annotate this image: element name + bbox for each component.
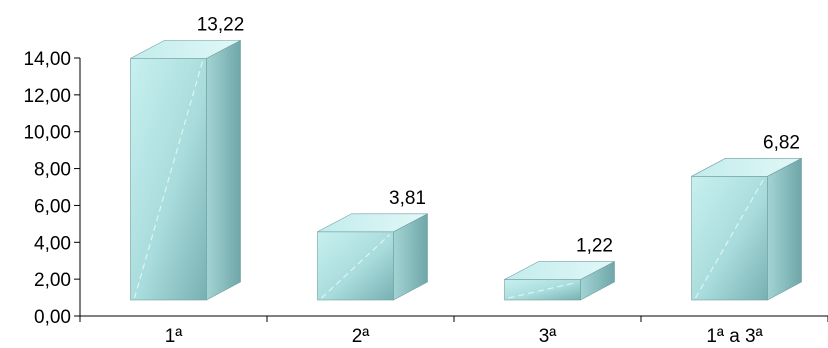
category-label-group: 1ª 2ª 3ª 1ª a 3ª <box>165 326 764 347</box>
bar-4 <box>691 157 802 301</box>
category-label: 1ª <box>165 326 184 347</box>
y-axis: 0,00 2,00 4,00 6,00 8,00 10,00 12,00 14,00 <box>23 49 81 328</box>
data-label-group: 13,22 3,81 1,22 6,82 <box>197 14 800 256</box>
x-axis <box>79 315 828 322</box>
category-label: 2ª <box>352 326 371 347</box>
bar-3 <box>504 261 615 301</box>
bar-top-face <box>317 213 428 233</box>
bar-group <box>130 39 802 301</box>
y-tick-label: 14,00 <box>23 49 71 70</box>
bar-front-face <box>691 176 768 301</box>
bar-sheen <box>508 281 577 299</box>
y-tick-label: 8,00 <box>34 160 71 181</box>
x-tick-group <box>79 316 828 322</box>
category-label: 1ª a 3ª <box>706 326 763 347</box>
bar-side-face <box>206 39 241 301</box>
bar-sheen <box>133 61 204 299</box>
data-label: 1,22 <box>576 236 613 257</box>
y-tick-label: 10,00 <box>23 123 71 144</box>
y-tick-label: 0,00 <box>34 307 71 328</box>
bar-top-face <box>130 40 241 59</box>
bar-2 <box>317 213 428 301</box>
data-label: 6,82 <box>763 132 800 153</box>
bar-side-face <box>767 157 802 301</box>
bar-top-face <box>504 261 615 280</box>
bar-top-face <box>691 158 802 177</box>
bar-sheen <box>694 179 765 299</box>
bar-1 <box>130 39 241 301</box>
y-tick-label: 2,00 <box>34 270 71 291</box>
y-tick-label: 4,00 <box>34 233 71 254</box>
y-tick-group: 0,00 2,00 4,00 6,00 8,00 10,00 12,00 14,00 <box>23 49 80 328</box>
y-tick-label: 6,00 <box>34 196 71 217</box>
category-label: 3ª <box>539 326 558 347</box>
y-tick-label: 12,00 <box>23 86 71 107</box>
data-label: 3,81 <box>389 188 426 209</box>
bar-sheen <box>321 234 390 299</box>
data-label: 13,22 <box>197 14 245 35</box>
